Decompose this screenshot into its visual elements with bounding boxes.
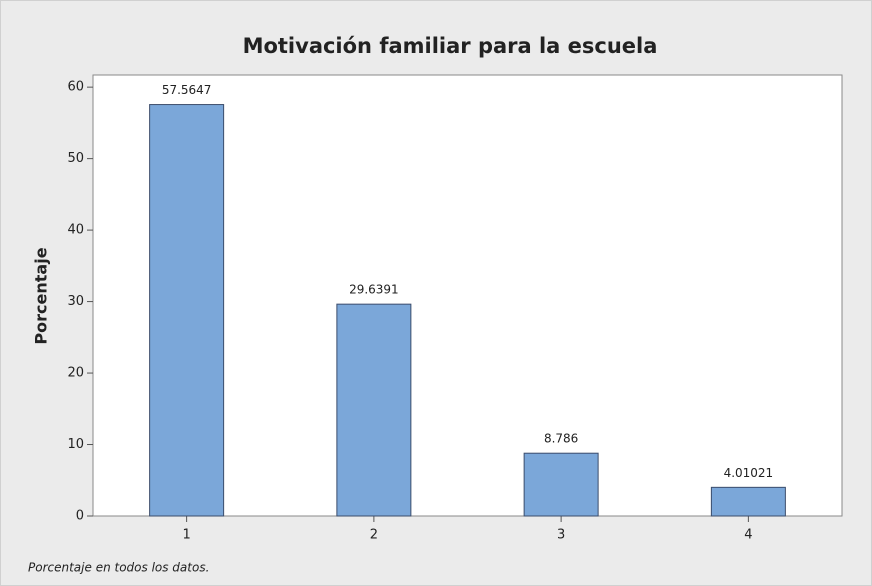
y-tick-label: 20 — [67, 366, 84, 381]
value-label: 29.6391 — [349, 283, 399, 297]
y-tick-label: 60 — [67, 80, 84, 95]
bar — [710, 486, 786, 517]
value-label: 8.786 — [544, 432, 578, 446]
y-tick-label: 50 — [67, 151, 84, 166]
chart-title: Motivación familiar para la escuela — [243, 34, 658, 58]
value-label: 4.01021 — [724, 466, 774, 480]
value-label: 57.5647 — [162, 83, 212, 97]
y-tick-label: 10 — [67, 437, 84, 452]
x-tick-label: 4 — [744, 528, 752, 543]
bar — [149, 104, 225, 517]
y-axis-label: Porcentaje — [32, 247, 51, 344]
x-tick-label: 3 — [557, 528, 565, 543]
x-tick-label: 2 — [370, 528, 378, 543]
bar — [523, 452, 599, 517]
bar — [336, 303, 412, 517]
footnote: Porcentaje en todos los datos. — [28, 561, 209, 575]
y-tick-label: 0 — [76, 509, 84, 524]
x-tick-label: 1 — [182, 528, 190, 543]
y-tick-label: 30 — [67, 294, 84, 309]
y-tick-label: 40 — [67, 223, 84, 238]
